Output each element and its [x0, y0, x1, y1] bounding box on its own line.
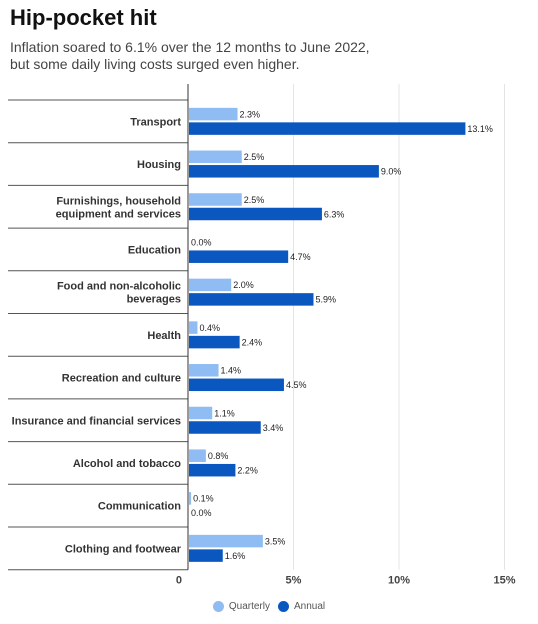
- category-label: Food and non-alcoholic: [57, 281, 181, 293]
- legend-item-annual[interactable]: Annual: [277, 601, 326, 612]
- x-tick-label: 15%: [493, 575, 515, 587]
- data-label: 4.5%: [286, 380, 307, 390]
- data-label: 9.0%: [381, 167, 402, 177]
- data-label: 5.9%: [315, 295, 336, 305]
- data-label: 2.2%: [237, 465, 258, 475]
- bar-quarterly[interactable]: [189, 278, 232, 292]
- category-label: Housing: [137, 159, 181, 171]
- data-label: 1.4%: [221, 366, 242, 376]
- bar-quarterly[interactable]: [189, 107, 238, 121]
- bar-annual[interactable]: [189, 421, 261, 434]
- data-label: 3.5%: [265, 536, 286, 546]
- bar-annual[interactable]: [189, 378, 284, 392]
- x-tick-label: 10%: [388, 575, 410, 587]
- bar-annual[interactable]: [189, 122, 466, 135]
- bar-quarterly[interactable]: [189, 150, 242, 164]
- data-label: 4.7%: [290, 252, 311, 262]
- grid-lines: [293, 84, 505, 570]
- bar-annual[interactable]: [189, 207, 322, 221]
- data-label: 3.4%: [263, 423, 284, 433]
- bar-quarterly[interactable]: [189, 449, 206, 462]
- bar-chart: 0 5% 10% 15% Transport 2.3% 13.1% Housing 2.5% 9.…: [8, 84, 516, 587]
- data-label: 2.5%: [244, 152, 265, 162]
- legend-label-quarterly: Quarterly: [228, 601, 270, 612]
- data-label: 0.0%: [191, 508, 212, 518]
- bar-quarterly[interactable]: [189, 492, 192, 505]
- data-label: 0.0%: [191, 237, 212, 247]
- bar-annual[interactable]: [189, 250, 289, 263]
- subtitle-line-2: but some daily living costs surged even …: [10, 56, 300, 72]
- data-label: 0.1%: [193, 494, 214, 504]
- data-label: 2.0%: [233, 280, 254, 290]
- data-label: 0.8%: [208, 451, 229, 461]
- data-label: 2.5%: [244, 195, 265, 205]
- category-label: Communication: [98, 501, 181, 513]
- data-label: 1.1%: [214, 408, 235, 418]
- bar-annual[interactable]: [189, 335, 240, 349]
- chart-subtitle: Inflation soared to 6.1% over the 12 mon…: [10, 39, 450, 73]
- bar-quarterly[interactable]: [189, 406, 213, 420]
- data-label: 13.1%: [467, 124, 493, 134]
- category-label: Health: [147, 330, 181, 342]
- labels: 0 5% 10% 15% Transport 2.3% 13.1% Housing 2.5% 9.…: [12, 109, 516, 586]
- bars: [189, 107, 466, 562]
- category-label: Alcohol and tobacco: [73, 458, 181, 470]
- bar-annual[interactable]: [189, 549, 223, 562]
- category-label: equipment and services: [56, 208, 181, 220]
- bar-quarterly[interactable]: [189, 364, 219, 377]
- category-label: beverages: [127, 294, 181, 306]
- quarterly-swatch-icon: [212, 601, 224, 612]
- category-label: Insurance and financial services: [12, 415, 181, 427]
- data-label: 2.3%: [240, 109, 261, 119]
- data-label: 2.4%: [242, 337, 263, 347]
- x-tick-label: 0: [176, 575, 182, 587]
- category-separators: [8, 99, 188, 571]
- bar-quarterly[interactable]: [189, 534, 263, 548]
- data-label: 0.4%: [199, 323, 220, 333]
- bar-quarterly[interactable]: [189, 193, 242, 206]
- data-label: 1.6%: [225, 551, 246, 561]
- category-label: Transport: [130, 116, 181, 128]
- chart-title: Hip-pocket hit: [10, 5, 157, 30]
- category-label: Clothing and footwear: [65, 543, 182, 555]
- legend-label-annual: Annual: [293, 601, 326, 612]
- category-label: Education: [128, 244, 181, 256]
- bar-annual[interactable]: [189, 463, 236, 477]
- legend-item-quarterly[interactable]: Quarterly: [212, 601, 270, 612]
- category-label: Furnishings, household: [56, 195, 181, 207]
- subtitle-line-1: Inflation soared to 6.1% over the 12 mon…: [10, 39, 370, 55]
- annual-swatch-icon: [277, 601, 289, 612]
- legend: Quarterly Annual: [0, 601, 538, 612]
- bar-annual[interactable]: [189, 293, 314, 306]
- data-label: 6.3%: [324, 209, 345, 219]
- bar-quarterly[interactable]: [189, 321, 198, 334]
- category-label: Recreation and culture: [62, 373, 181, 385]
- bar-annual[interactable]: [189, 165, 379, 178]
- x-tick-label: 5%: [286, 575, 302, 587]
